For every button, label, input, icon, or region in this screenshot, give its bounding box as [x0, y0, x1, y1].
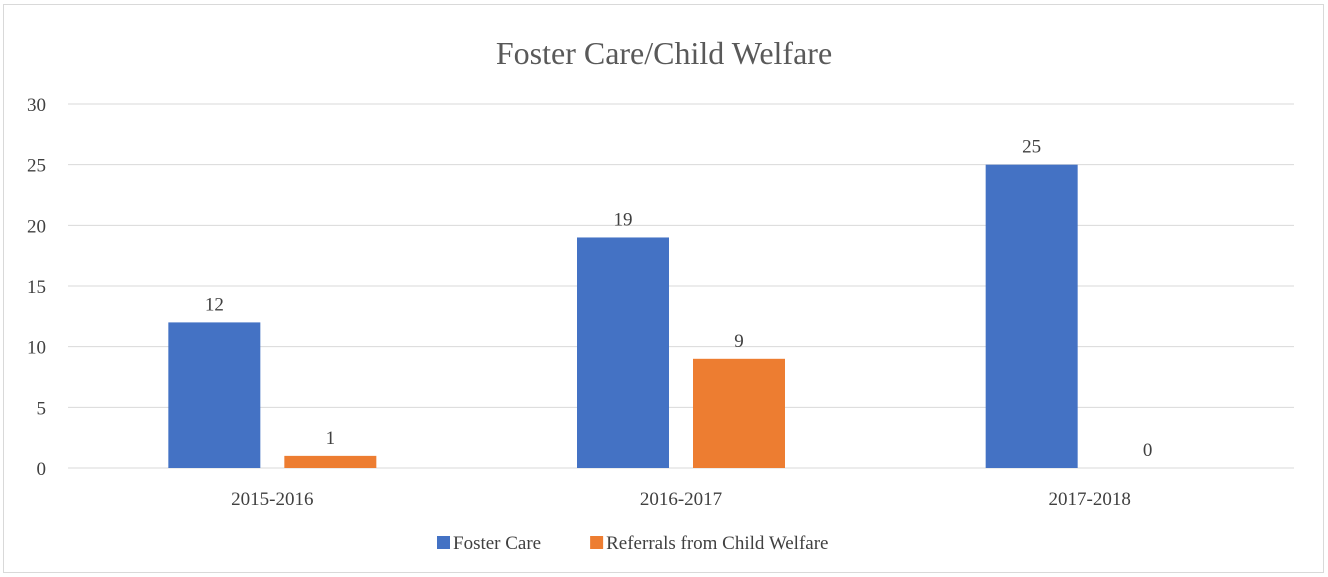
x-axis-category-labels: 2015-2016 2016-2017 2017-2018 — [231, 489, 1131, 510]
y-tick-label: 15 — [27, 277, 46, 298]
y-axis-tick-labels: 0 5 10 15 20 25 30 — [27, 95, 46, 480]
y-tick-label: 0 — [37, 459, 47, 480]
bar-foster-care — [168, 322, 261, 468]
bars — [168, 164, 1078, 468]
chart-title: Foster Care/Child Welfare — [496, 35, 832, 71]
data-label: 19 — [614, 209, 633, 230]
x-category-label: 2016-2017 — [640, 489, 722, 510]
data-label: 0 — [1143, 440, 1153, 461]
legend: Foster Care Referrals from Child Welfare — [437, 533, 828, 554]
legend-label: Foster Care — [453, 533, 541, 554]
y-tick-label: 25 — [27, 156, 46, 177]
bar-referrals-from-child-welfare — [693, 358, 785, 468]
data-label: 12 — [205, 294, 224, 315]
bar-foster-care — [577, 237, 669, 468]
data-label: 1 — [326, 428, 336, 449]
legend-swatch — [437, 536, 450, 549]
x-category-label: 2015-2016 — [231, 489, 313, 510]
x-category-label: 2017-2018 — [1049, 489, 1131, 510]
data-label: 9 — [734, 331, 744, 352]
gridlines — [68, 103, 1294, 469]
legend-swatch — [590, 536, 604, 549]
legend-label: Referrals from Child Welfare — [606, 533, 828, 554]
bar-referrals-from-child-welfare — [284, 455, 377, 468]
data-labels: 12 1 19 9 25 0 — [205, 137, 1153, 461]
y-tick-label: 20 — [27, 216, 46, 237]
data-label: 25 — [1022, 137, 1041, 158]
y-tick-label: 30 — [27, 95, 46, 116]
y-tick-label: 10 — [27, 338, 46, 359]
y-tick-label: 5 — [37, 398, 47, 419]
bar-foster-care — [985, 164, 1078, 468]
